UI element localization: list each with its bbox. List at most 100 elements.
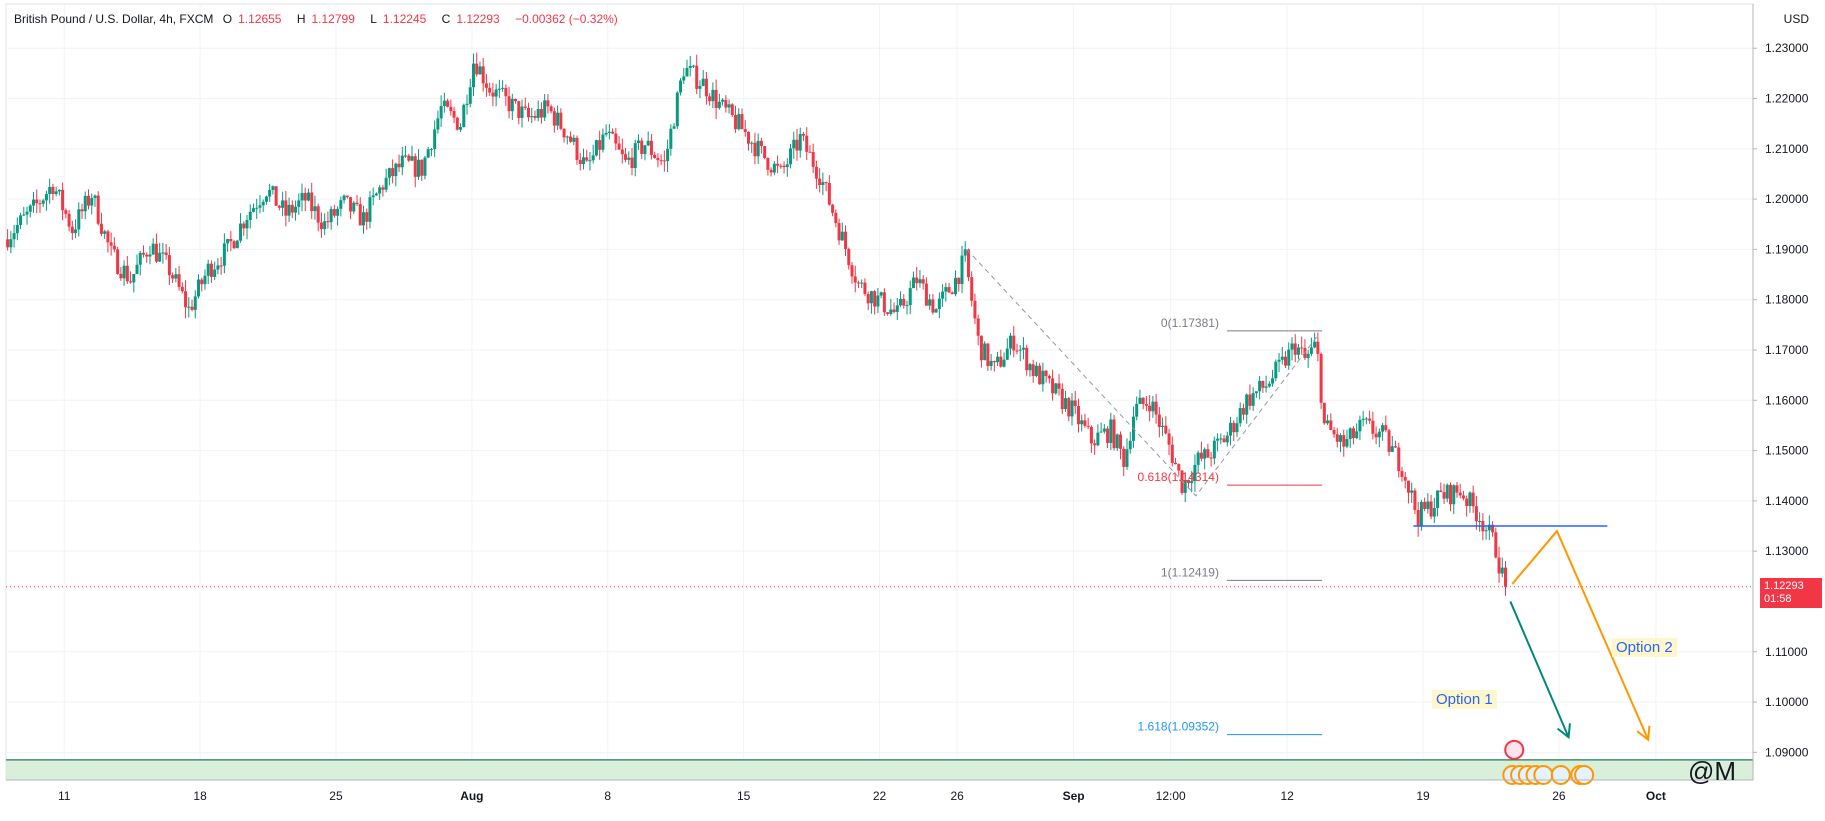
candle-up bbox=[1005, 348, 1009, 360]
candle-down bbox=[617, 143, 621, 150]
candle-up bbox=[384, 177, 388, 190]
candle-up bbox=[251, 208, 255, 212]
candle-down bbox=[116, 249, 120, 274]
candle-down bbox=[177, 274, 181, 287]
candle-up bbox=[789, 148, 793, 165]
candle-down bbox=[452, 111, 456, 118]
candle-up bbox=[271, 186, 275, 190]
candle-up bbox=[685, 68, 689, 77]
candle-up bbox=[717, 101, 721, 108]
candle-down bbox=[1076, 406, 1080, 425]
candle-down bbox=[1351, 428, 1355, 439]
candle-down bbox=[1397, 447, 1401, 472]
candle-up bbox=[672, 126, 676, 129]
candle-down bbox=[1199, 452, 1203, 459]
candle-up bbox=[468, 87, 472, 104]
candle-up bbox=[193, 296, 197, 310]
candle-down bbox=[653, 154, 657, 158]
candle-up bbox=[1267, 383, 1271, 387]
candle-down bbox=[67, 213, 71, 227]
candle-up bbox=[313, 206, 317, 212]
candle-down bbox=[284, 200, 288, 216]
candle-up bbox=[1478, 521, 1482, 523]
candle-down bbox=[1083, 420, 1087, 426]
candle-down bbox=[1241, 408, 1245, 415]
candle-up bbox=[1183, 480, 1187, 493]
candle-down bbox=[1423, 501, 1427, 509]
candle-up bbox=[960, 255, 964, 285]
candle-up bbox=[604, 132, 608, 135]
candle-down bbox=[1060, 388, 1064, 410]
candle-down bbox=[552, 111, 556, 126]
candle-down bbox=[1449, 484, 1453, 505]
candle-up bbox=[1190, 481, 1194, 484]
candle-down bbox=[1038, 365, 1042, 385]
option-1-label: Option 1 bbox=[1432, 690, 1497, 709]
candle-up bbox=[1426, 501, 1430, 509]
candle-down bbox=[620, 149, 624, 155]
candle-up bbox=[138, 252, 142, 265]
x-tick-label: 11 bbox=[58, 789, 71, 803]
candle-down bbox=[549, 106, 553, 112]
candle-down bbox=[1439, 490, 1443, 493]
y-tick-label: 1.19000 bbox=[1765, 242, 1809, 256]
candle-down bbox=[1044, 370, 1048, 376]
candle-up bbox=[666, 148, 670, 162]
candle-up bbox=[1064, 398, 1068, 410]
candle-up bbox=[132, 273, 136, 283]
candle-down bbox=[695, 65, 699, 89]
candle-down bbox=[533, 116, 537, 118]
candle-up bbox=[339, 200, 343, 209]
candle-up bbox=[1445, 484, 1449, 499]
candle-up bbox=[187, 306, 191, 308]
y-tick-label: 1.09000 bbox=[1765, 745, 1809, 759]
candle-down bbox=[1167, 433, 1171, 445]
candle-down bbox=[753, 142, 757, 157]
candle-down bbox=[1300, 347, 1304, 349]
candle-up bbox=[1245, 394, 1249, 415]
candle-down bbox=[970, 277, 974, 301]
candle-down bbox=[1322, 402, 1326, 424]
candle-down bbox=[1141, 397, 1145, 404]
candle-up bbox=[261, 201, 265, 206]
candle-down bbox=[277, 205, 281, 208]
candle-down bbox=[481, 66, 485, 84]
candle-down bbox=[164, 252, 168, 256]
candle-up bbox=[1361, 418, 1365, 420]
candle-down bbox=[1209, 457, 1213, 459]
demand-zone bbox=[6, 759, 1753, 780]
candle-down bbox=[714, 89, 718, 108]
candle-up bbox=[329, 209, 333, 223]
x-tick-label: 15 bbox=[737, 789, 751, 803]
candle-down bbox=[1403, 476, 1407, 481]
candle-up bbox=[636, 140, 640, 144]
candle-up bbox=[1235, 423, 1239, 433]
candle-down bbox=[585, 157, 589, 161]
candle-up bbox=[876, 295, 880, 307]
candle-down bbox=[64, 210, 68, 214]
candle-down bbox=[575, 137, 579, 160]
candle-down bbox=[1474, 506, 1478, 522]
candle-down bbox=[1319, 353, 1323, 403]
candle-up bbox=[9, 239, 13, 248]
candle-down bbox=[614, 133, 618, 144]
candle-down bbox=[1154, 401, 1158, 415]
candle-up bbox=[1219, 438, 1223, 440]
candle-down bbox=[801, 133, 805, 136]
candle-up bbox=[1151, 401, 1155, 412]
candle-up bbox=[31, 199, 35, 206]
candle-down bbox=[734, 115, 738, 130]
candle-down bbox=[1015, 350, 1019, 352]
candle-down bbox=[656, 157, 660, 161]
candle-up bbox=[1271, 378, 1275, 384]
candle-down bbox=[365, 212, 369, 222]
candle-up bbox=[1128, 440, 1132, 450]
candle-down bbox=[569, 136, 573, 142]
candle-down bbox=[1012, 335, 1016, 351]
candle-down bbox=[992, 360, 996, 363]
candle-down bbox=[844, 231, 848, 250]
candle-up bbox=[1487, 524, 1491, 531]
candle-up bbox=[222, 243, 226, 266]
